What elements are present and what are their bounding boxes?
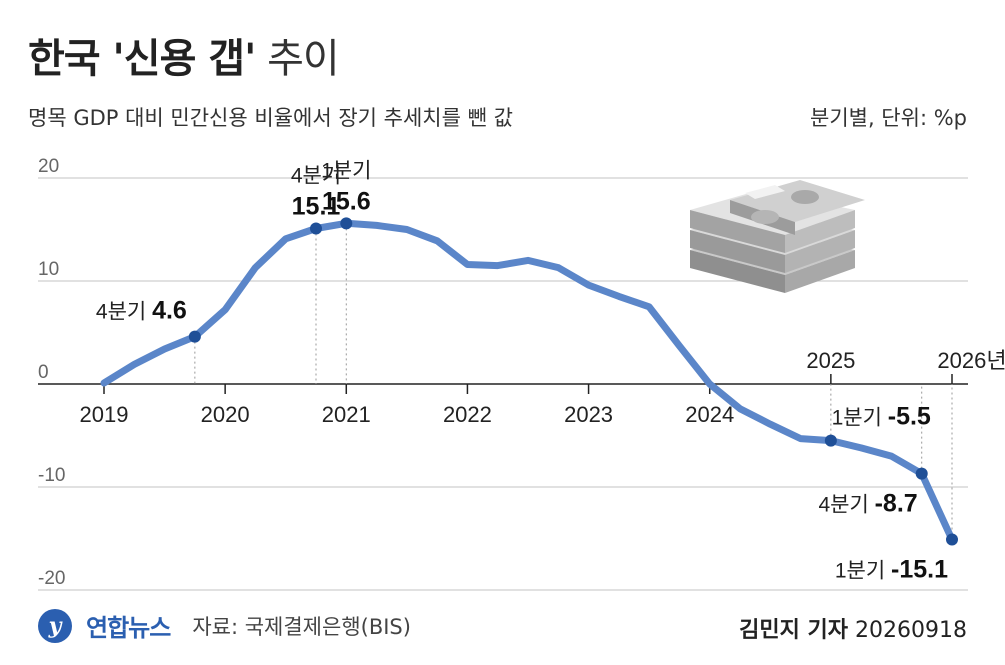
y-tick-label: -20: [38, 568, 65, 589]
logo-text: 연합뉴스: [86, 614, 171, 642]
annotation-label: 4분기 -8.7: [818, 490, 917, 518]
publish-date: 20260918: [855, 618, 967, 643]
chart-unit: 분기별, 단위: %p: [810, 106, 967, 130]
data-point: [340, 217, 353, 230]
x-tick-label: 2024: [685, 402, 734, 427]
data-point: [946, 533, 958, 546]
annotation-guides: [194, 223, 953, 540]
data-point: [188, 330, 201, 343]
title-bold: 한국 '신용 갭': [28, 36, 256, 82]
annotation-label: 1분기 -5.5: [832, 403, 931, 431]
annotation-label: 1분기 -15.1: [835, 556, 948, 584]
money-stack-icon: [690, 180, 865, 293]
annotation-quarter: 4분기: [291, 164, 341, 187]
y-tick-label: -10: [38, 465, 65, 486]
x-tick-label: 2022: [443, 402, 492, 427]
x-axis-labels: 2019 2020 2021 2022 2023 2024 2025 2026년: [80, 348, 1005, 427]
annotation-points: [188, 217, 958, 546]
y-axis-labels: 20 10 0 -10 -20: [38, 156, 65, 589]
y-tick-label: 20: [38, 156, 59, 177]
data-point: [915, 467, 928, 480]
y-tick-label: 10: [38, 259, 59, 280]
page-title: 한국 '신용 갭' 추이: [28, 26, 340, 84]
x-tick-label: 2021: [322, 402, 371, 427]
series-line: [100, 219, 956, 543]
annotation-label: 4분기 4.6: [96, 297, 187, 325]
yonhap-logo-icon: y: [38, 608, 72, 643]
data-point: [824, 434, 837, 447]
credit: 김민지 기자 20260918: [739, 612, 967, 644]
reporter: 김민지 기자: [739, 618, 849, 643]
data-point: [310, 222, 322, 235]
title-light: 추이: [267, 36, 340, 82]
annotation-quarter: 1분기: [321, 159, 371, 182]
x-tick-label: 2020: [201, 402, 250, 427]
footer-branding: y 연합뉴스 자료: 국제결제은행(BIS): [38, 608, 411, 643]
line-chart: 20 10 0 -10 -20 2019 2020 2021 2022 2023 2024 2025…: [38, 156, 1005, 591]
chart-subtitle: 명목 GDP 대비 민간신용 비율에서 장기 추세치를 뺀 값: [28, 106, 513, 130]
x-tick-label: 2025: [806, 348, 855, 373]
annotation-value: 15.1: [292, 192, 341, 220]
x-tick-label: 2023: [564, 402, 613, 427]
annotation-labels: 4분기 4.6 4분기 15.1 1분기 15.6 1분기 -5.5 4분기 -8.7 1분기…: [96, 159, 948, 583]
x-tick-label: 2026년: [937, 348, 1005, 373]
series-polyline: [100, 219, 956, 543]
y-tick-label: 0: [38, 362, 49, 383]
x-tick-label: 2019: [80, 402, 129, 427]
annotation-value: 15.6: [322, 187, 371, 215]
data-source: 자료: 국제결제은행(BIS): [192, 614, 411, 639]
